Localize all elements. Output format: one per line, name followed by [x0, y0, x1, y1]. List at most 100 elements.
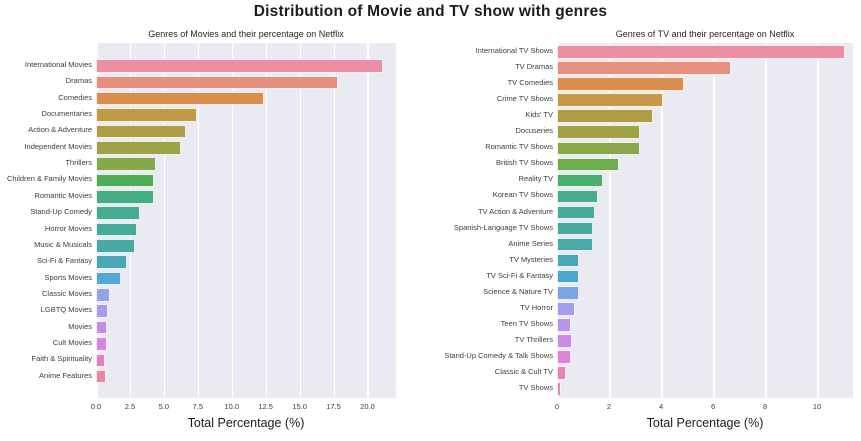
y-category-label: Stand-Up Comedy	[30, 207, 92, 217]
gridline	[713, 43, 715, 398]
x-tick-label: 5.0	[158, 402, 170, 411]
y-category-label: Cult Movies	[52, 337, 92, 347]
bar	[96, 288, 111, 302]
bar	[96, 108, 198, 122]
bar	[557, 189, 599, 204]
gridline	[661, 43, 663, 398]
y-category-label: Dramas	[65, 76, 92, 86]
bar	[557, 205, 596, 220]
bar	[557, 237, 593, 252]
gridline	[197, 43, 200, 398]
y-category-label: Spanish-Language TV Shows	[453, 222, 553, 232]
bar	[96, 369, 107, 384]
y-category-label: Thrillers	[65, 158, 92, 168]
x-tick-label: 6	[710, 402, 716, 411]
y-category-label: TV Mysteries	[509, 254, 553, 264]
bar	[96, 320, 107, 335]
x-tick-label: 10.0	[224, 402, 240, 411]
bar	[557, 253, 579, 268]
bar	[96, 271, 122, 286]
x-axis-label: Total Percentage (%)	[646, 416, 764, 430]
gridline	[609, 43, 611, 398]
y-category-label: Stand-Up Comedy & Talk Shows	[444, 350, 553, 360]
bar	[557, 302, 576, 316]
bar	[557, 157, 619, 172]
bar	[96, 140, 181, 155]
y-category-label: International TV Shows	[475, 46, 553, 55]
x-tick-label: 0.0	[90, 402, 102, 411]
bar	[96, 190, 154, 204]
y-category-label: International Movies	[24, 60, 92, 69]
x-tick-label: 7.5	[192, 402, 204, 411]
bar	[96, 353, 106, 368]
y-category-label: Classic & Cult TV	[494, 367, 553, 376]
y-category-label: Reality TV	[518, 174, 553, 184]
y-category-label: Science & Nature TV	[483, 286, 553, 296]
y-category-label: Independent Movies	[24, 141, 92, 151]
y-category-label: Korean TV Shows	[492, 190, 553, 200]
bar	[557, 77, 684, 91]
bar	[96, 206, 141, 220]
y-category-label: British TV Shows	[496, 158, 553, 168]
y-category-label: TV Shows	[518, 383, 553, 393]
y-category-label: Teen TV Shows	[500, 318, 553, 328]
y-category-label: Action & Adventure	[28, 125, 92, 135]
y-category-label: Sports Movies	[44, 272, 92, 282]
gridline	[231, 43, 234, 398]
y-category-label: LGBTQ Movies	[40, 305, 92, 315]
x-tick-label: 0	[554, 402, 560, 411]
bar	[96, 124, 187, 139]
bar	[557, 173, 604, 188]
bar	[96, 75, 339, 90]
bar	[557, 366, 567, 380]
y-category-label: Music & Musicals	[34, 239, 92, 249]
x-tick-label: 15.0	[292, 402, 307, 411]
gridline	[817, 43, 819, 398]
y-category-label: TV Horror	[520, 302, 553, 312]
figure-title: Distribution of Movie and TV show with g…	[253, 3, 608, 20]
bar	[557, 141, 640, 156]
bar	[557, 350, 572, 364]
bar	[557, 125, 640, 140]
y-category-label: TV Dramas	[515, 62, 553, 72]
y-category-label: Anime Series	[508, 238, 553, 248]
gridline	[557, 43, 559, 398]
x-tick-label: 4	[658, 402, 664, 411]
bar	[557, 269, 580, 284]
gridline	[765, 43, 767, 398]
bar	[96, 157, 157, 171]
x-tick-label: 2	[606, 402, 612, 411]
y-category-label: TV Action & Adventure	[477, 206, 553, 216]
bar	[96, 91, 264, 106]
bar	[557, 221, 593, 236]
chart-subtitle: Genres of Movies and their percentage on…	[148, 29, 344, 39]
x-axis-label: Total Percentage (%)	[187, 416, 305, 430]
y-category-label: Movies	[68, 321, 92, 331]
y-category-label: TV Comedies	[507, 78, 553, 88]
x-tick-label: 10	[812, 402, 822, 411]
y-category-label: Documentaries	[41, 109, 92, 119]
y-category-label: Horror Movies	[44, 223, 92, 233]
x-tick-label: 20.0	[360, 402, 375, 411]
y-category-label: Sci-Fi & Fantasy	[36, 256, 92, 266]
bar	[96, 337, 107, 351]
gridline	[299, 43, 302, 398]
bar	[557, 318, 572, 332]
y-category-label: Docuseries	[515, 126, 553, 136]
bar	[96, 173, 154, 188]
bar	[96, 222, 138, 237]
bar	[96, 304, 108, 319]
gridline	[367, 43, 369, 398]
y-category-label: Kids' TV	[525, 110, 553, 120]
bar	[96, 59, 384, 73]
y-category-label: Crime TV Shows	[496, 94, 553, 104]
y-category-label: Romantic Movies	[34, 190, 92, 200]
bar	[557, 45, 846, 59]
x-tick-label: 8	[762, 402, 768, 411]
x-tick-label: 12.5	[258, 402, 273, 411]
y-category-label: TV Sci-Fi & Fantasy	[486, 270, 553, 280]
chart-subtitle: Genres of TV and their percentage on Net…	[615, 29, 795, 39]
y-category-label: Classic Movies	[41, 288, 92, 298]
